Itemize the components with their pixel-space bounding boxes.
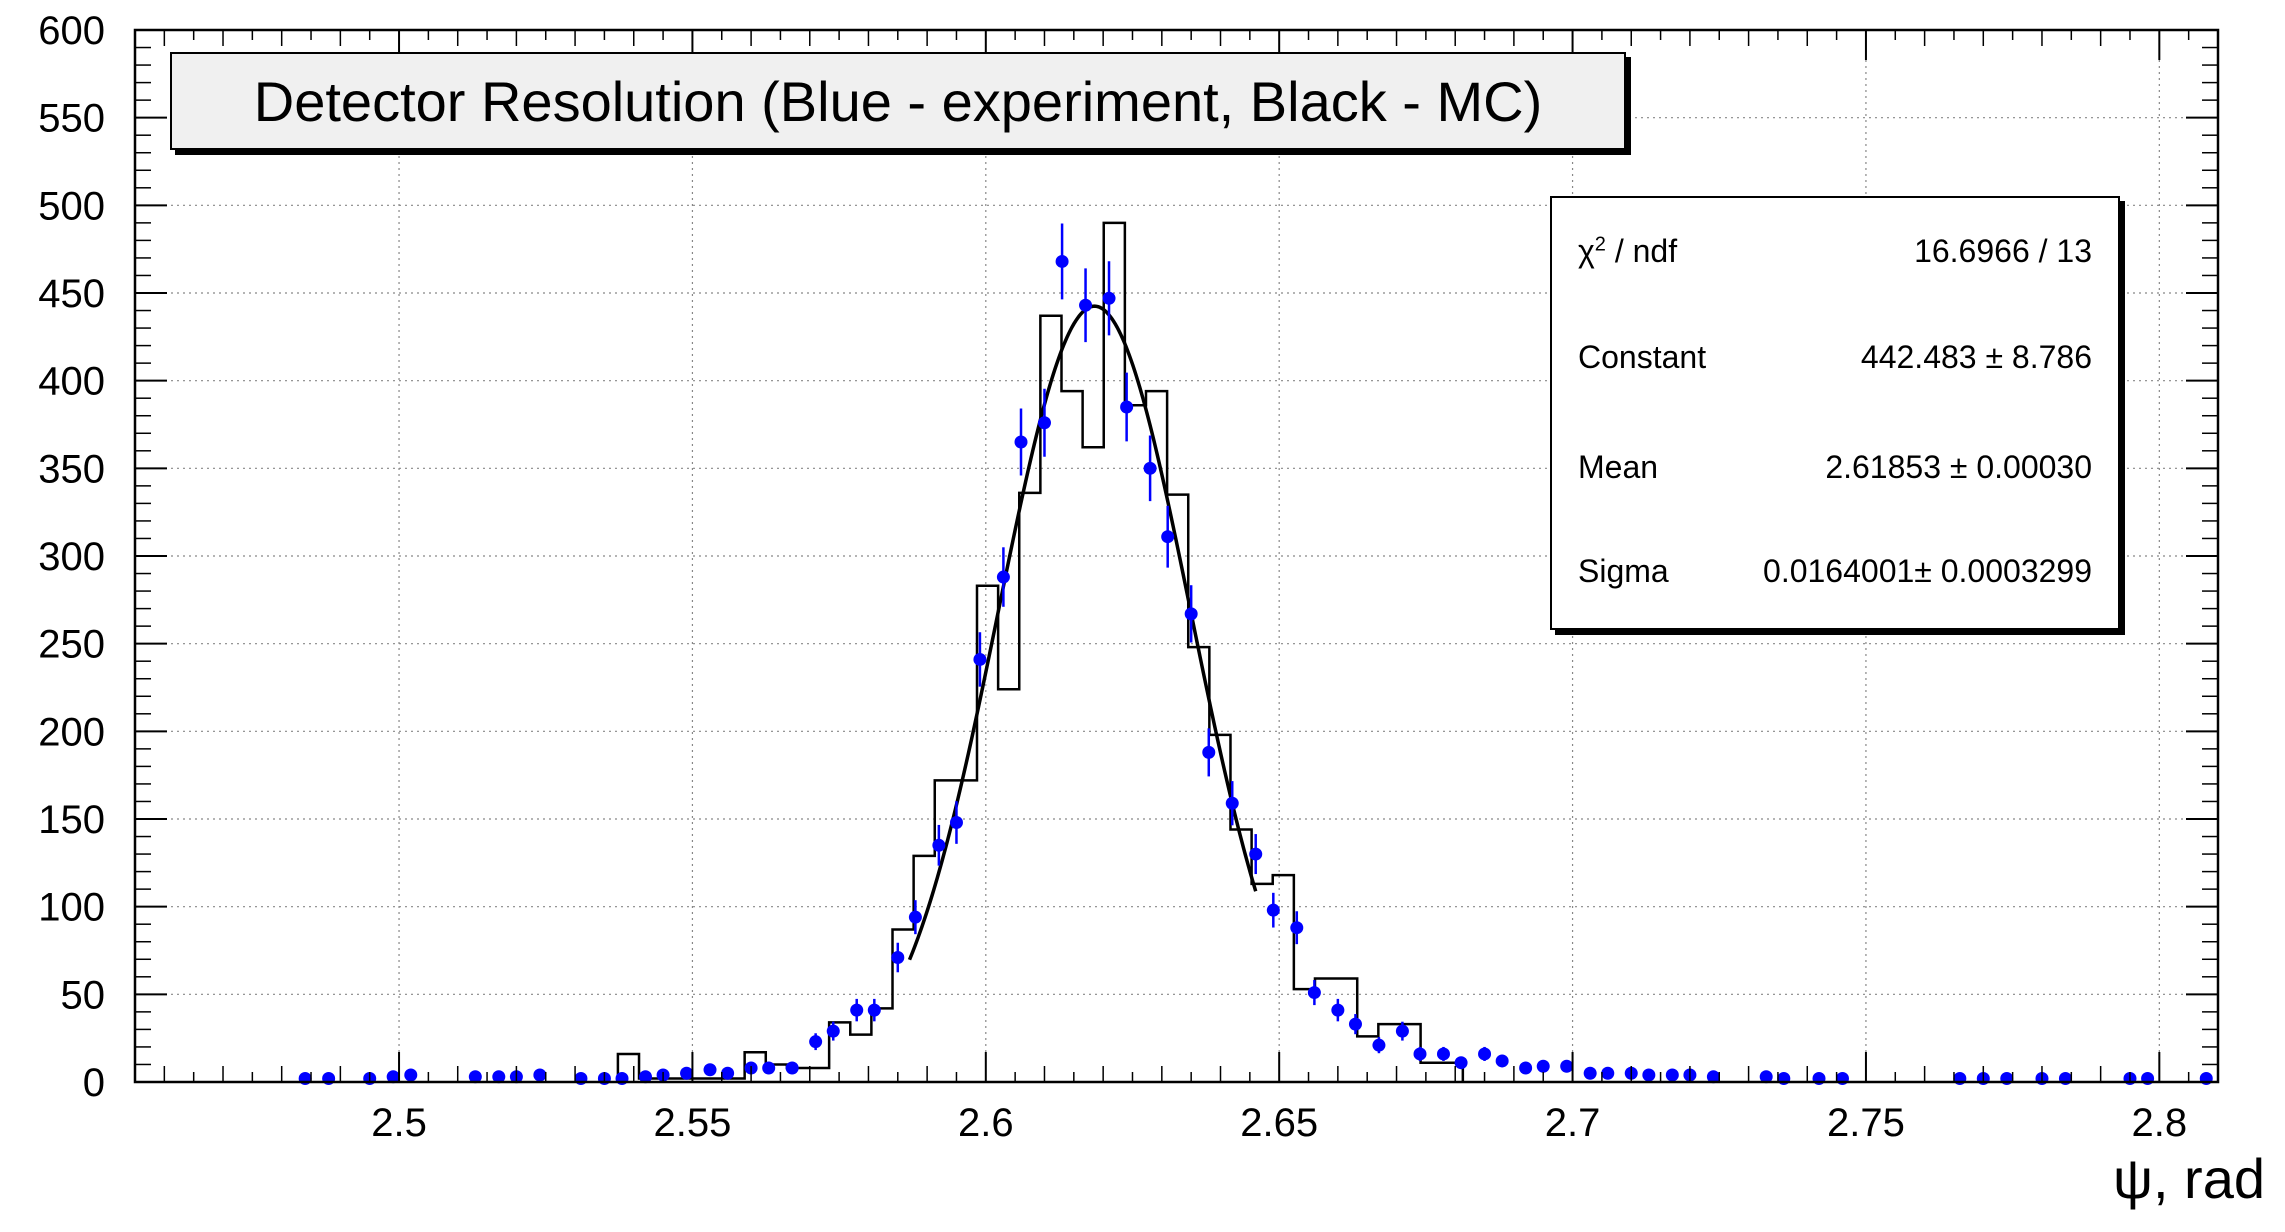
data-point: [785, 1061, 799, 1075]
data-point: [1290, 921, 1304, 935]
data-point: [1184, 607, 1198, 621]
data-point: [908, 910, 922, 924]
data-point: [1102, 291, 1116, 305]
y-tick-label: 0: [83, 1061, 105, 1105]
y-tick-label: 600: [38, 9, 105, 53]
data-point: [1372, 1038, 1386, 1052]
x-tick-label: 2.7: [1545, 1101, 1601, 1145]
data-point: [949, 816, 963, 830]
mc-histogram-outline: [616, 221, 1465, 1082]
y-tick-label: 550: [38, 97, 105, 141]
data-point: [680, 1066, 694, 1080]
y-tick-label: 100: [38, 886, 105, 930]
data-point: [1478, 1047, 1492, 1061]
fit-curve: [907, 304, 1258, 961]
stat-row-chi2: χ2 / ndf 16.6966 / 13: [1578, 226, 2092, 276]
data-point: [1225, 796, 1239, 810]
data-point: [867, 1003, 881, 1017]
data-point: [703, 1063, 717, 1077]
data-point: [1037, 416, 1051, 430]
data-point: [533, 1068, 547, 1082]
data-point: [1495, 1054, 1509, 1068]
y-tick-label: 200: [38, 710, 105, 754]
data-point: [1161, 530, 1175, 544]
data-point: [1014, 435, 1028, 449]
mc-histogram: [616, 221, 1465, 1082]
data-point: [1055, 254, 1069, 268]
data-point: [1395, 1024, 1409, 1038]
data-point: [492, 1070, 506, 1084]
data-point: [996, 570, 1010, 584]
mean-value: 2.61853 ± 0.00030: [1825, 448, 2092, 485]
experiment-points: [298, 223, 2213, 1085]
data-point: [932, 838, 946, 852]
y-tick-label: 400: [38, 360, 105, 404]
data-point: [1143, 461, 1157, 475]
y-tick-label: 150: [38, 798, 105, 842]
sigma-value: 0.0164001± 0.0003299: [1763, 552, 2092, 589]
constant-label: Constant: [1578, 338, 1707, 375]
x-tick-label: 2.8: [2132, 1101, 2188, 1145]
data-point: [1413, 1047, 1427, 1061]
data-point: [1079, 298, 1093, 312]
data-point: [1601, 1066, 1615, 1080]
data-point: [1202, 745, 1216, 759]
data-point: [809, 1035, 823, 1049]
data-point: [1560, 1059, 1574, 1073]
constant-value: 442.483 ± 8.786: [1860, 338, 2092, 375]
chi2-label: χ2 / ndf: [1578, 232, 1678, 269]
x-tick-label: 2.5: [371, 1101, 427, 1145]
x-axis-label: ψ, rad: [2113, 1147, 2265, 1210]
stat-row-sigma: Sigma 0.0164001± 0.0003299: [1578, 546, 2092, 596]
data-point: [386, 1070, 400, 1084]
data-point: [1454, 1056, 1468, 1070]
y-tick-label: 500: [38, 184, 105, 228]
data-point: [1665, 1068, 1679, 1082]
data-point: [1249, 847, 1263, 861]
data-point: [1348, 1017, 1362, 1031]
x-tick-label: 2.65: [1240, 1101, 1318, 1145]
data-point: [1536, 1059, 1550, 1073]
data-point: [1436, 1047, 1450, 1061]
data-point: [1266, 903, 1280, 917]
gaussian-fit: [907, 304, 1258, 961]
axes: 2.5 2.55 2.6 2.65 2.7 2.75 2.8 0 50 100 150 200 250 3…: [38, 9, 2219, 1145]
x-tick-label: 2.55: [653, 1101, 731, 1145]
data-point: [1759, 1070, 1773, 1084]
x-tick-label: 2.75: [1827, 1101, 1905, 1145]
data-point: [1519, 1061, 1533, 1075]
data-point: [973, 652, 987, 666]
data-point: [762, 1061, 776, 1075]
mean-label: Mean: [1578, 448, 1659, 485]
fit-stats-box: χ2 / ndf 16.6966 / 13 Constant 442.483 ±…: [1550, 196, 2120, 630]
chi2-value: 16.6966 / 13: [1914, 232, 2092, 269]
y-tick-label: 300: [38, 535, 105, 579]
data-point: [1331, 1003, 1345, 1017]
data-point: [891, 951, 905, 965]
data-point: [638, 1070, 652, 1084]
y-tick-label: 450: [38, 272, 105, 316]
data-point: [1583, 1066, 1597, 1080]
data-point: [826, 1024, 840, 1038]
data-point: [1706, 1070, 1720, 1084]
data-point: [1120, 400, 1134, 414]
data-point: [468, 1070, 482, 1084]
y-tick-label: 250: [38, 623, 105, 667]
sigma-label: Sigma: [1578, 552, 1669, 589]
stat-row-mean: Mean 2.61853 ± 0.00030: [1578, 442, 2092, 492]
data-point: [1307, 986, 1321, 1000]
data-point: [404, 1068, 418, 1082]
data-point: [1642, 1068, 1656, 1082]
x-tick-label: 2.6: [958, 1101, 1014, 1145]
y-tick-label: 50: [61, 973, 106, 1017]
stat-row-constant: Constant 442.483 ± 8.786: [1578, 332, 2092, 382]
data-point: [850, 1003, 864, 1017]
y-tick-label: 350: [38, 447, 105, 491]
data-point: [721, 1066, 735, 1080]
chart-title: Detector Resolution (Blue - experiment, …: [170, 52, 1626, 150]
